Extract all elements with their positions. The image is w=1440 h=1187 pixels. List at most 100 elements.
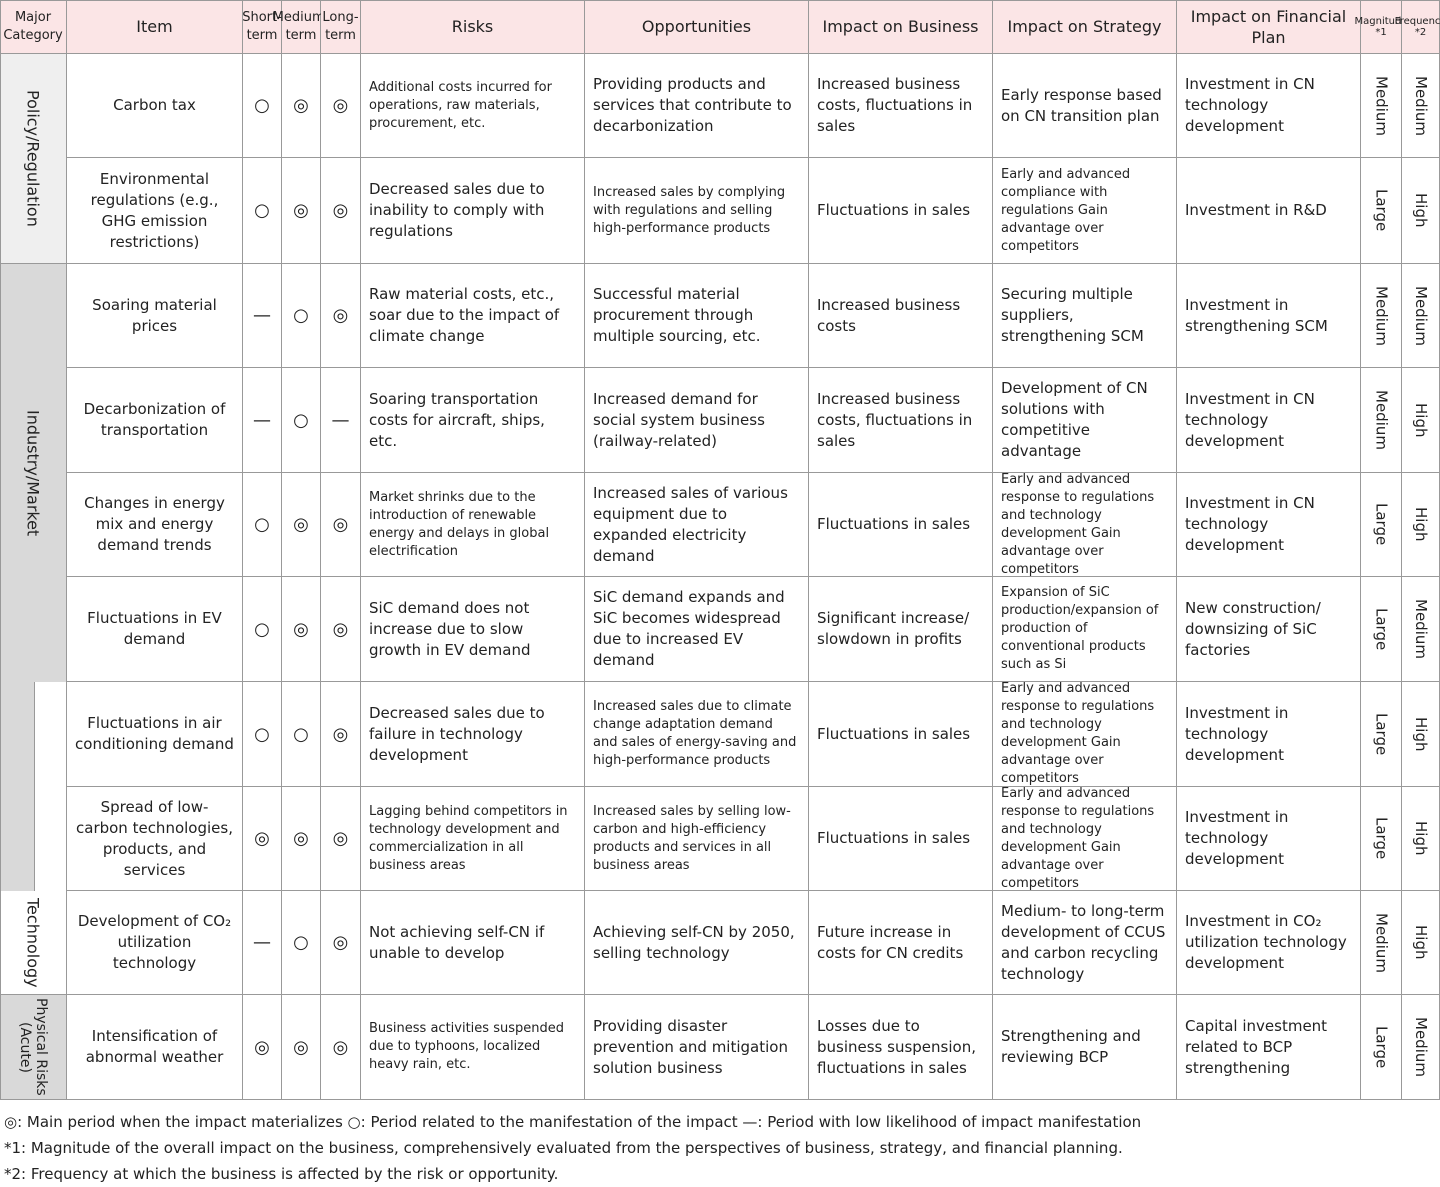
text-cell: Investment in CN technology development xyxy=(1177,368,1361,473)
text-cell: Development of CN solutions with competi… xyxy=(993,368,1177,473)
period-mark: ◎ xyxy=(321,891,361,995)
rating: Medium xyxy=(1412,599,1430,659)
text-cell: Providing disaster prevention and mitiga… xyxy=(585,995,809,1100)
rating-cell: Large xyxy=(1361,473,1402,577)
text-cell: Medium- to long-term development of CCUS… xyxy=(993,891,1177,995)
text-cell: Investment in CN technology development xyxy=(1177,54,1361,158)
period-mark: — xyxy=(243,264,282,368)
rating: High xyxy=(1412,193,1430,228)
period-mark: ◎ xyxy=(321,995,361,1100)
period-mark: ◎ xyxy=(321,264,361,368)
text-cell: Lagging behind competitors in technology… xyxy=(361,787,585,891)
text-cell: Increased business costs, fluctuations i… xyxy=(809,54,993,158)
text-cell: Increased business costs xyxy=(809,264,993,368)
header-cell: Frequency *2 xyxy=(1395,0,1440,54)
text-cell: Early and advanced response to regulatio… xyxy=(993,681,1177,787)
text-cell: Soaring transportation costs for aircraf… xyxy=(361,368,585,473)
text-cell: Increased sales by complying with regula… xyxy=(585,158,809,264)
text-cell: Fluctuations in sales xyxy=(809,473,993,577)
rating: Medium xyxy=(1372,390,1391,450)
item-cell: Carbon tax xyxy=(67,54,243,158)
item-cell: Soaring material prices xyxy=(67,264,243,368)
category-policy: Policy/Regulation xyxy=(0,54,67,264)
rating: High xyxy=(1412,507,1430,542)
text-cell: Early and advanced compliance with regul… xyxy=(993,158,1177,264)
rating-cell: Large xyxy=(1361,682,1402,787)
rating: High xyxy=(1412,821,1430,856)
item-cell: Environmental regulations (e.g., GHG emi… xyxy=(67,158,243,264)
period-mark: ○ xyxy=(243,54,282,158)
rating: Medium xyxy=(1412,285,1430,346)
rating-cell: Medium xyxy=(1402,54,1440,158)
text-cell: SiC demand expands and SiC becomes wides… xyxy=(585,577,809,682)
item-cell: Changes in energy mix and energy demand … xyxy=(67,473,243,577)
text-cell: Increased demand for social system busin… xyxy=(585,368,809,473)
rating-cell: Medium xyxy=(1402,264,1440,368)
period-mark: ○ xyxy=(243,473,282,577)
rating: High xyxy=(1412,716,1430,752)
header-cell: Impact on Financial Plan xyxy=(1177,0,1361,54)
rating-cell: Medium xyxy=(1361,891,1402,995)
item-cell: Intensification of abnormal weather xyxy=(67,995,243,1100)
text-cell: Losses due to business suspension, fluct… xyxy=(809,995,993,1100)
footnote: *1: Magnitude of the overall impact on t… xyxy=(4,1139,1123,1157)
rating-cell: Medium xyxy=(1361,54,1402,158)
period-mark: ◎ xyxy=(321,158,361,264)
rating: High xyxy=(1412,925,1430,960)
text-cell: Expansion of SiC production/expansion of… xyxy=(993,577,1177,682)
text-cell: Significant increase/ slowdown in profit… xyxy=(809,577,993,682)
period-mark: ◎ xyxy=(282,577,321,682)
header-cell: Opportunities xyxy=(585,0,809,54)
item-cell: Development of CO₂ utilization technolog… xyxy=(67,891,243,995)
rating: Large xyxy=(1372,712,1391,756)
text-cell: Strengthening and reviewing BCP xyxy=(993,995,1177,1100)
rating-cell: High xyxy=(1402,891,1440,995)
rating: Large xyxy=(1372,1025,1391,1069)
header-cell: Long-term xyxy=(321,0,361,54)
rating: Large xyxy=(1372,817,1391,860)
text-cell: Increased sales by selling low-carbon an… xyxy=(585,787,809,891)
period-mark: ◎ xyxy=(243,995,282,1100)
text-cell: Investment in technology development xyxy=(1177,787,1361,891)
text-cell: SiC demand does not increase due to slow… xyxy=(361,577,585,682)
period-mark: ◎ xyxy=(282,995,321,1100)
header-cell: Major Category xyxy=(0,0,67,54)
rating-cell: Large xyxy=(1361,158,1402,264)
text-cell: Additional costs incurred for operations… xyxy=(361,54,585,158)
period-mark: — xyxy=(243,891,282,995)
text-cell: Increased sales of various equipment due… xyxy=(585,473,809,577)
period-mark: ◎ xyxy=(282,473,321,577)
header-cell: Risks xyxy=(361,0,585,54)
category-label: Industry/Market xyxy=(23,409,43,537)
rating-cell: Medium xyxy=(1402,577,1440,682)
text-cell: Fluctuations in sales xyxy=(809,787,993,891)
period-mark: — xyxy=(243,368,282,473)
rating: Medium xyxy=(1372,285,1391,346)
category-technology: Technology xyxy=(0,891,67,995)
header-cell: Impact on Strategy xyxy=(993,0,1177,54)
text-cell: Raw material costs, etc., soar due to th… xyxy=(361,264,585,368)
footnote: ◎: Main period when the impact materiali… xyxy=(4,1113,1142,1131)
text-cell: Decreased sales due to inability to comp… xyxy=(361,158,585,264)
rating-cell: Large xyxy=(1361,787,1402,891)
header-cell: Item xyxy=(67,0,243,54)
text-cell: Early response based on CN transition pl… xyxy=(993,54,1177,158)
text-cell: Future increase in costs for CN credits xyxy=(809,891,993,995)
header-cell: Medium-term xyxy=(273,0,329,54)
text-cell: Market shrinks due to the introduction o… xyxy=(361,473,585,577)
rating: Medium xyxy=(1372,75,1391,136)
rating-cell: High xyxy=(1402,682,1440,787)
period-mark: ◎ xyxy=(321,682,361,787)
text-cell: Capital investment related to BCP streng… xyxy=(1177,995,1361,1100)
period-mark: ◎ xyxy=(321,577,361,682)
category-label: Technology xyxy=(23,897,43,988)
text-cell: Not achieving self-CN if unable to devel… xyxy=(361,891,585,995)
text-cell: Fluctuations in sales xyxy=(809,682,993,787)
rating-cell: Medium xyxy=(1361,264,1402,368)
period-mark: ◎ xyxy=(321,787,361,891)
text-cell: Successful material procurement through … xyxy=(585,264,809,368)
rating-cell: Large xyxy=(1361,995,1402,1100)
text-cell: Early and advanced response to regulatio… xyxy=(993,786,1177,891)
category-industry: Industry/Market xyxy=(0,264,67,682)
category-label: Physical Risks (Acute) xyxy=(17,998,49,1096)
